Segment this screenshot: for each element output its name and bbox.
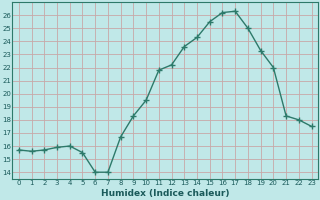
X-axis label: Humidex (Indice chaleur): Humidex (Indice chaleur) <box>101 189 229 198</box>
